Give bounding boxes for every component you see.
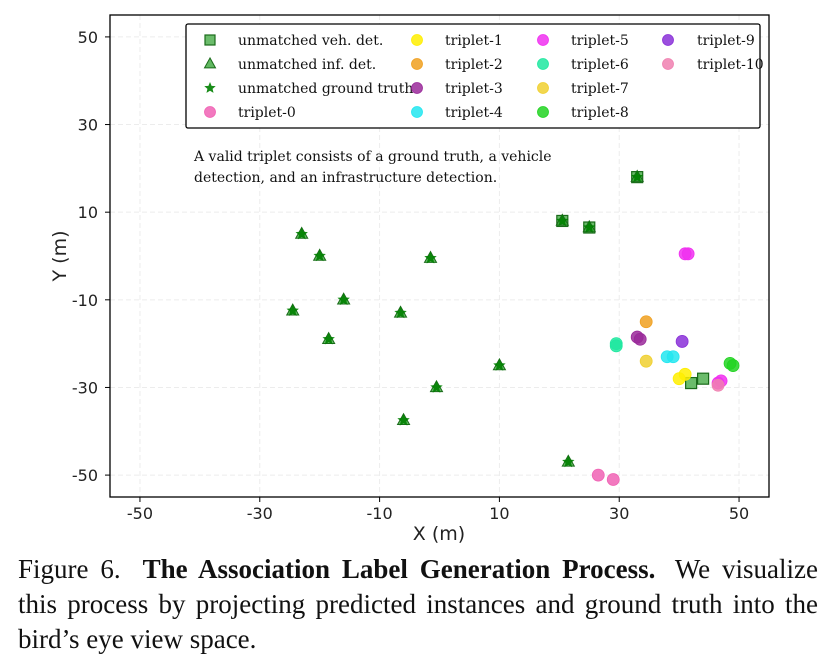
point-unmatched-ground-truth	[322, 332, 335, 345]
annotation-line-1: A valid triplet consists of a ground tru…	[193, 149, 552, 165]
legend-marker-unmatched-inf-det-	[203, 56, 217, 69]
point-triplet-0	[606, 473, 620, 486]
legend-label-triplet-6: triplet-6	[571, 57, 629, 73]
scatter-chart: -50 -30 -10 10 30 50 50 30 10 -10 -30 -50 X (m) Y (…	[49, 14, 770, 545]
point-unmatched-ground-truth	[313, 249, 326, 262]
point-triplet-1	[672, 372, 686, 386]
legend-marker-triplet-2	[411, 58, 423, 70]
legend-label-triplet-2: triplet-2	[445, 57, 503, 73]
legend-marker-triplet-3	[411, 82, 423, 94]
point-unmatched-veh-det-	[685, 376, 698, 390]
legend-label-triplet-3: triplet-3	[445, 81, 503, 97]
point-unmatched-ground-truth	[556, 214, 569, 227]
y-tick-label: -10	[72, 291, 98, 310]
legend-label-unmatched-inf-det-: unmatched inf. det.	[238, 57, 376, 73]
legend-marker-triplet-8	[537, 106, 549, 118]
legend-label-triplet-8: triplet-8	[571, 105, 629, 121]
y-tick-label: -50	[72, 466, 98, 485]
legend-marker-triplet-7	[537, 82, 549, 94]
point-triplet-0	[591, 468, 605, 482]
point-unmatched-ground-truth	[583, 221, 596, 233]
caption-label: Figure 6.	[18, 554, 121, 584]
point-triplet-9	[675, 335, 689, 348]
x-tick-label: 50	[729, 504, 749, 523]
legend-marker-triplet-10	[662, 58, 674, 70]
point-triplet-5	[681, 247, 695, 261]
caption-text: We visualize this process by projecting …	[18, 554, 818, 654]
axis-ticks: -50 -30 -10 10 30 50 50 30 10 -10 -30 -50	[72, 28, 749, 523]
legend-label-triplet-9: triplet-9	[697, 33, 755, 49]
point-unmatched-ground-truth	[394, 306, 407, 319]
point-unmatched-ground-truth	[631, 170, 644, 183]
point-unmatched-ground-truth	[562, 455, 575, 468]
point-unmatched-ground-truth	[424, 251, 437, 264]
caption-title: The Association Label Generation Process…	[142, 554, 656, 584]
y-tick-label: 50	[78, 28, 98, 47]
legend-marker-triplet-5	[537, 34, 549, 46]
legend-marker-triplet-1	[411, 34, 423, 46]
plot-frame	[109, 14, 770, 498]
point-triplet-7	[639, 354, 653, 368]
legend-marker-triplet-0	[204, 106, 216, 118]
legend-label-triplet-0: triplet-0	[238, 105, 296, 121]
x-tick-label: -30	[247, 504, 273, 523]
x-axis-label: X (m)	[413, 523, 465, 545]
legend-label-triplet-1: triplet-1	[445, 33, 503, 49]
legend-marker-unmatched-ground-truth	[204, 82, 216, 93]
point-triplet-4	[666, 350, 680, 364]
legend-label-unmatched-ground-truth: unmatched ground truth	[238, 81, 413, 97]
x-tick-label: 10	[489, 504, 509, 523]
point-triplet-3	[633, 332, 647, 346]
legend-label-triplet-10: triplet-10	[697, 57, 764, 73]
y-tick-label: 10	[78, 203, 98, 222]
annotation-line-2: detection, and an infrastructure detecti…	[194, 170, 497, 186]
legend-label-triplet-7: triplet-7	[571, 81, 629, 97]
data-points	[285, 169, 740, 486]
legend-marker-triplet-6	[537, 58, 549, 70]
point-triplet-10	[711, 378, 725, 392]
legend: unmatched veh. det. unmatched inf. det. un…	[185, 23, 764, 129]
legend-label-triplet-4: triplet-4	[445, 105, 503, 121]
legend-label-triplet-5: triplet-5	[571, 33, 629, 49]
point-unmatched-ground-truth	[337, 293, 350, 306]
y-tick-label: -30	[72, 378, 98, 397]
legend-box	[185, 23, 761, 129]
legend-label-unmatched-veh-det-: unmatched veh. det.	[238, 33, 383, 49]
point-triplet-8	[726, 359, 740, 372]
figure-caption: Figure 6. The Association Label Generati…	[18, 552, 818, 657]
point-triplet-6	[609, 337, 623, 351]
point-unmatched-ground-truth	[397, 413, 410, 426]
point-triplet-2	[639, 315, 653, 329]
x-tick-label: -10	[367, 504, 393, 523]
legend-marker-unmatched-veh-det-	[204, 34, 216, 46]
y-axis-label: Y (m)	[49, 231, 71, 283]
legend-marker-triplet-4	[411, 106, 423, 118]
point-unmatched-ground-truth	[430, 380, 443, 393]
x-tick-label: -50	[127, 504, 153, 523]
legend-marker-triplet-9	[662, 34, 674, 46]
point-unmatched-ground-truth	[286, 304, 299, 317]
y-tick-label: 30	[78, 116, 98, 135]
x-tick-label: 30	[609, 504, 629, 523]
point-unmatched-ground-truth	[493, 359, 506, 371]
point-unmatched-ground-truth	[295, 227, 308, 240]
point-unmatched-veh-det-	[696, 372, 710, 385]
